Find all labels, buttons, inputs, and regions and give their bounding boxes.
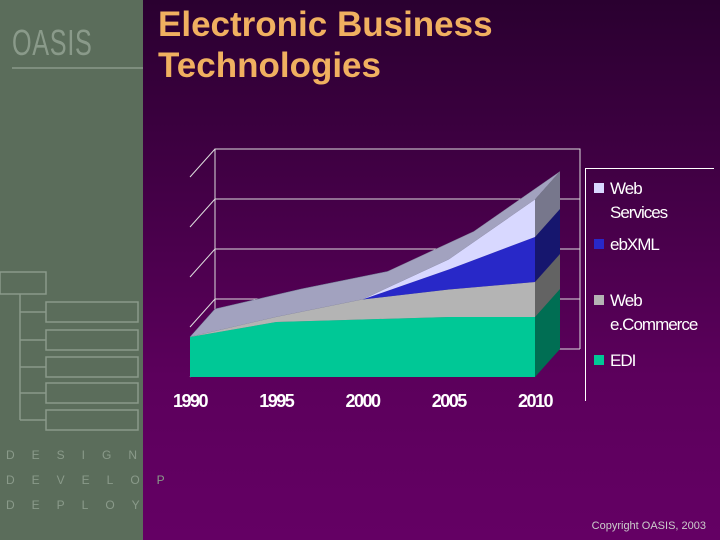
area-side xyxy=(535,289,560,377)
x-tick-label: 1990 xyxy=(173,391,209,411)
legend-swatch xyxy=(594,295,604,305)
x-tick-label: 2010 xyxy=(518,391,554,411)
legend-swatch xyxy=(594,183,604,193)
legend-label: ebXML xyxy=(610,235,660,254)
legend-label: Web e.Commerce xyxy=(610,291,698,334)
tagline: DEVELOP xyxy=(6,473,182,487)
tagline: DESIGN xyxy=(6,448,155,462)
logo: OASIS xyxy=(12,22,93,63)
grid-line xyxy=(189,148,580,178)
chart-title: Electronic Business Technologies xyxy=(158,5,493,85)
legend-swatch xyxy=(594,239,604,249)
area-side xyxy=(535,209,560,282)
legend: Web Services ebXML Web e.Commerce EDI xyxy=(585,168,714,401)
tree-diagram xyxy=(0,67,143,431)
x-tick-label: 2000 xyxy=(345,391,381,411)
copyright: Copyright OASIS, 2003 xyxy=(591,520,706,532)
legend-label: Web Services xyxy=(610,179,668,222)
legend-label: EDI xyxy=(610,351,636,370)
grid-line xyxy=(189,198,580,228)
legend-swatch xyxy=(594,355,604,365)
area-side xyxy=(535,171,560,237)
area xyxy=(190,317,535,377)
area xyxy=(190,282,535,337)
tagline: DEPLOY xyxy=(6,498,157,512)
x-tick-label: 1995 xyxy=(259,391,295,411)
x-tick-label: 2005 xyxy=(432,391,468,411)
sidebar: OASIS DESIGN DEVELOP DEPLOY xyxy=(0,0,165,540)
area-side xyxy=(535,254,560,317)
area xyxy=(190,237,535,337)
